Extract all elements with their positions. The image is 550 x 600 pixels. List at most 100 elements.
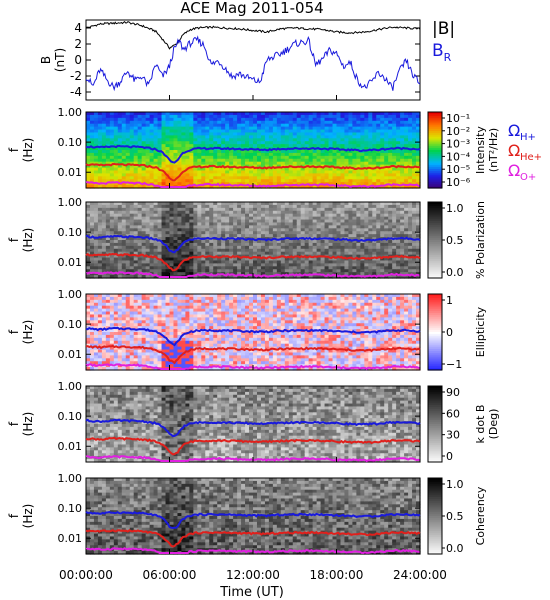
spectrogram-cell [280, 112, 286, 116]
spectrogram-cell [221, 266, 226, 270]
spectrogram-cell [324, 129, 330, 134]
spectrogram-cell [372, 219, 377, 224]
spectrogram-cell [133, 266, 139, 270]
spectrogram-cell [93, 219, 99, 224]
spectrogram-cell [392, 114, 397, 119]
spectrogram-cell [268, 167, 274, 172]
spectrogram-cell [340, 263, 346, 267]
spectrogram-cell [356, 112, 361, 116]
colorbar-step [428, 186, 442, 189]
spectrogram-cell [272, 144, 278, 148]
spectrogram-cell [217, 228, 222, 232]
spectrogram-cell [101, 349, 107, 354]
spectrogram-cell [292, 173, 298, 177]
spectrogram-cell [125, 167, 131, 172]
spectrogram-cell [396, 120, 401, 125]
spectrogram-cell [324, 117, 330, 122]
spectrogram-cell [193, 112, 198, 116]
spectrogram-cell [392, 112, 397, 116]
spectrogram-cell [260, 161, 266, 166]
spectrogram-cell [292, 182, 298, 186]
spectrogram-cell [205, 228, 210, 232]
spectrogram-cell [372, 152, 377, 157]
spectrogram-cell [280, 207, 286, 212]
spectrogram-cell [336, 114, 342, 119]
spectrogram-cell [241, 132, 246, 136]
spectrogram-cell [93, 210, 99, 215]
spectrogram-cell [380, 176, 385, 180]
spectrogram-cell [221, 257, 226, 262]
spectrogram-cell [237, 240, 242, 244]
spectrogram-cell [197, 266, 202, 270]
spectrogram-cell [364, 135, 369, 139]
spectrogram-cell [368, 176, 373, 180]
spectrogram-cell [344, 251, 350, 256]
spectrogram-cell [356, 269, 361, 273]
spectrogram-cell [260, 234, 266, 238]
spectrogram-cell [352, 216, 357, 221]
spectrogram-cell [368, 242, 373, 247]
spectrogram-cell [396, 176, 401, 180]
spectrogram-cell [237, 231, 242, 235]
spectrogram-cell [109, 260, 115, 264]
spectrogram-cell [137, 152, 143, 157]
spectrogram-cell [153, 260, 159, 264]
spectrogram-cell [149, 132, 155, 136]
spectrogram-cell [400, 240, 405, 244]
spectrogram-cell [292, 245, 298, 250]
spectrogram-cell [89, 311, 95, 316]
spectrogram-cell [400, 231, 405, 235]
spectrogram-cell [288, 257, 294, 262]
spectrogram-cell [249, 275, 254, 279]
spectrogram-cell [129, 210, 135, 215]
spectrogram-cell [86, 204, 91, 209]
spectrogram-cell [213, 150, 218, 154]
spectrogram-cell [86, 147, 91, 151]
spectrogram-cell [268, 231, 274, 235]
spectrogram-cell [280, 263, 286, 267]
spectrogram-cell [253, 242, 258, 247]
spectrogram-cell [264, 161, 270, 166]
spectrogram-cell [376, 242, 381, 247]
spectrogram-cell [412, 216, 417, 221]
spectrogram-cell [237, 257, 242, 262]
spectrogram-cell [173, 147, 179, 151]
spectrogram-cell [157, 210, 163, 215]
spectrogram-cell [392, 266, 397, 270]
spectrogram-cell [97, 337, 103, 342]
spectrogram-cell [368, 225, 373, 229]
spectrogram-cell [392, 138, 397, 142]
spectrogram-cell [213, 240, 218, 244]
spectrogram-cell [372, 269, 377, 273]
spectrogram-cell [268, 123, 274, 128]
spectrogram-cell [109, 228, 115, 232]
spectrogram-cell [276, 126, 282, 131]
spectrogram-cell [117, 361, 123, 365]
spectrogram-cell [416, 161, 421, 166]
spectrogram-cell [280, 158, 286, 163]
spectrogram-cell [340, 254, 346, 259]
spectrogram-cell [364, 164, 369, 169]
spectrogram-cell [129, 135, 135, 139]
spectrogram-cell [260, 173, 266, 177]
spectrogram-cell [237, 263, 242, 267]
spectrogram-cell [185, 248, 190, 253]
spectrogram-cell [113, 155, 119, 160]
spectrogram-cell [125, 213, 131, 218]
spectrogram-cell [221, 216, 226, 221]
spectrogram-cell [137, 352, 143, 356]
spectrogram-cell [153, 129, 159, 134]
spectrogram-cell [344, 135, 350, 139]
spectrogram-cell [193, 114, 198, 119]
spectrogram-cell [300, 173, 306, 177]
spectrogram-cell [352, 179, 357, 183]
spectrogram-cell [372, 263, 377, 267]
spectrogram-cell [157, 176, 163, 180]
spectrogram-cell [149, 251, 155, 256]
spectrogram-cell [161, 240, 167, 244]
spectrogram-cell [272, 170, 278, 174]
colorbar-step [428, 274, 442, 277]
b-panel-frame [85, 19, 421, 101]
spectrogram-cell [97, 147, 103, 151]
spectrogram-cell [193, 135, 198, 139]
